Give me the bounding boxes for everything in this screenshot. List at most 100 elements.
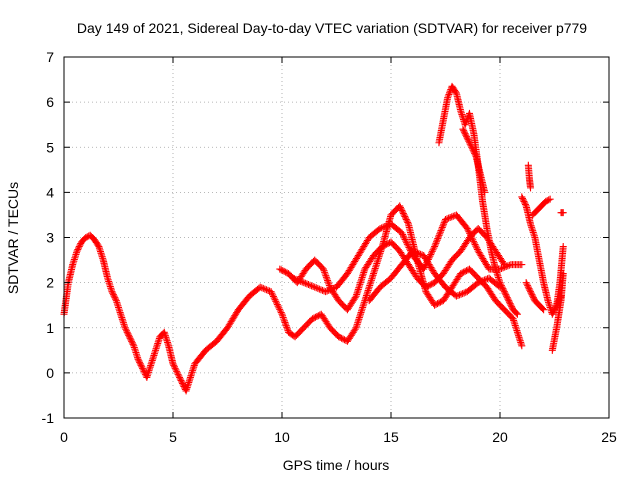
data-point [526, 286, 534, 294]
data-point [109, 289, 117, 297]
data-point [505, 297, 513, 305]
chart-title: Day 149 of 2021, Sidereal Day-to-day VTE… [77, 20, 587, 36]
data-point [325, 280, 333, 288]
data-point [280, 267, 288, 275]
data-point [463, 134, 471, 142]
x-tick-label: 20 [492, 429, 508, 445]
data-point [322, 273, 330, 281]
data-point [466, 231, 474, 239]
data-point [471, 149, 479, 157]
data-point [139, 366, 147, 374]
data-point [499, 264, 507, 272]
data-point [474, 279, 482, 287]
x-tick-label: 25 [601, 429, 617, 445]
data-point [551, 304, 559, 312]
data-point [434, 233, 442, 241]
data-point [328, 285, 336, 293]
data-point [289, 274, 297, 282]
series-s4 [365, 247, 504, 305]
data-point [269, 292, 277, 300]
data-point [456, 291, 464, 299]
data-point [176, 373, 184, 381]
data-point [436, 228, 444, 236]
data-point [383, 240, 391, 248]
data-point [467, 233, 475, 241]
data-point [279, 312, 287, 320]
data-point [311, 283, 319, 291]
data-point [280, 317, 288, 325]
data-point [75, 243, 83, 251]
data-point [549, 309, 557, 317]
data-point [437, 227, 445, 235]
data-point [135, 357, 143, 365]
data-point [432, 300, 440, 308]
data-point [112, 295, 120, 303]
data-point [436, 298, 444, 306]
data-point [433, 238, 441, 246]
data-point [174, 370, 182, 378]
data-point [376, 224, 384, 232]
data-point [457, 290, 465, 298]
data-point [402, 214, 410, 222]
data-point [473, 245, 481, 253]
data-point [502, 291, 510, 299]
data-point [426, 252, 434, 260]
data-point [539, 305, 547, 313]
data-point [439, 222, 447, 230]
data-point [428, 280, 436, 288]
data-point [292, 275, 300, 283]
data-point [381, 241, 389, 249]
data-point [170, 363, 178, 371]
data-point [501, 289, 509, 297]
data-point [446, 89, 454, 97]
data-point [503, 292, 511, 300]
series-s6 [459, 125, 489, 196]
data-point [272, 297, 280, 305]
data-point [480, 276, 488, 284]
data-point [136, 358, 144, 366]
data-point [436, 230, 444, 238]
x-axis-label: GPS time / hours [283, 457, 390, 473]
data-point [123, 328, 131, 336]
data-point [256, 283, 264, 291]
data-marks [60, 82, 567, 395]
data-point [466, 140, 474, 148]
data-point [378, 224, 386, 232]
data-point [125, 333, 133, 341]
data-point [138, 363, 146, 371]
data-point [469, 236, 477, 244]
data-point [519, 196, 527, 204]
data-point [335, 333, 343, 341]
data-point [499, 285, 507, 293]
data-point [430, 244, 438, 252]
data-point [420, 265, 428, 273]
data-point [423, 282, 431, 290]
data-point [304, 281, 312, 289]
data-point [477, 277, 485, 285]
data-point [468, 234, 476, 242]
data-point [454, 292, 462, 300]
data-point [122, 327, 130, 335]
data-point [326, 286, 334, 294]
data-point [440, 220, 448, 228]
data-point [527, 184, 535, 192]
data-point [281, 318, 289, 326]
data-point [435, 231, 443, 239]
data-point [271, 296, 279, 304]
data-point [525, 285, 533, 293]
data-point [462, 288, 470, 296]
data-point [473, 244, 481, 252]
data-point [264, 286, 272, 294]
data-point [273, 299, 281, 307]
data-point [479, 277, 487, 285]
data-point [413, 249, 421, 257]
data-point [404, 218, 412, 226]
data-point [404, 242, 412, 250]
data-point [321, 268, 329, 276]
data-point [322, 272, 330, 280]
data-point [128, 337, 136, 345]
data-point [524, 282, 532, 290]
data-point [128, 339, 136, 347]
data-point [279, 267, 287, 275]
